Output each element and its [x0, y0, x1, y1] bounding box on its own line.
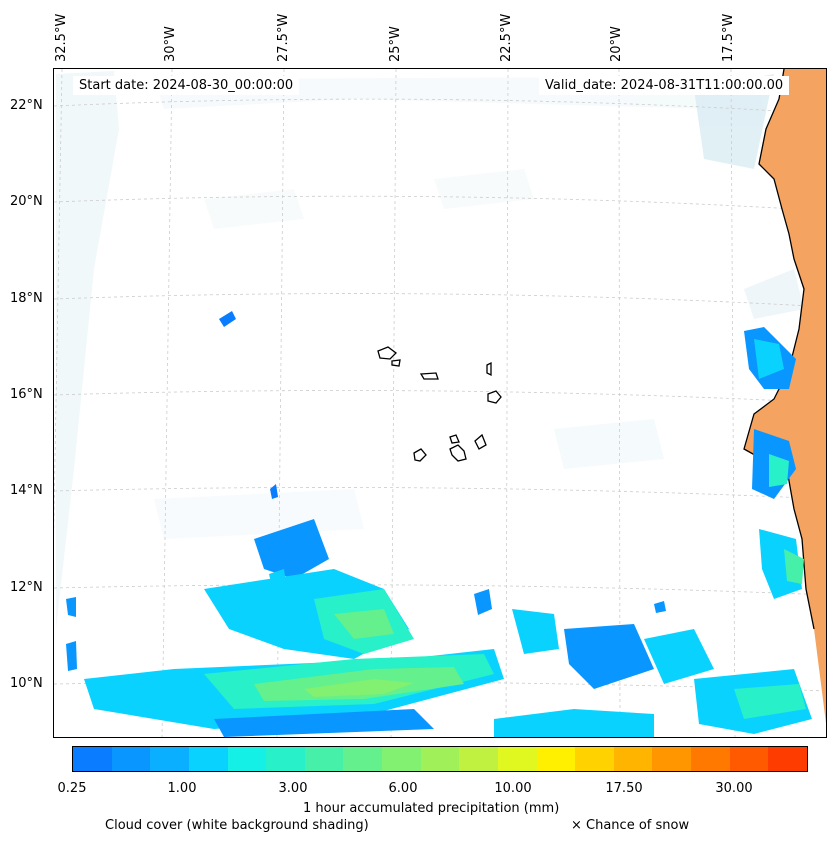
colorbar-segment: [227, 747, 267, 771]
colorbar-segment: [575, 747, 614, 771]
colorbar-tick-1-00: 1.00: [167, 781, 197, 796]
africa-land: [744, 69, 826, 724]
precipitation-field: [66, 311, 812, 737]
colorbar-segment: [536, 747, 576, 771]
colorbar-segment: [188, 747, 228, 771]
lat-label-20n: 20°N: [10, 194, 43, 209]
africa-coastline: [743, 69, 815, 630]
lat-label-10n: 10°N: [10, 676, 43, 691]
colorbar-segment: [420, 747, 460, 771]
snow-legend: × Chance of snow: [571, 818, 690, 833]
colorbar-segment: [304, 747, 344, 771]
lon-label-32-5w: 32.5°W: [54, 13, 69, 62]
colorbar-segment: [652, 747, 691, 771]
colorbar-segment: [613, 747, 653, 771]
colorbar-segment: [497, 747, 537, 771]
colorbar-tick-30-00: 30.00: [715, 781, 753, 796]
cloud-cover-legend: Cloud cover (white background shading): [105, 818, 369, 833]
colorbar-segment: [382, 747, 421, 771]
cape-verde-islands: [377, 346, 502, 462]
colorbar-segment: [73, 747, 112, 771]
lat-label-16n: 16°N: [10, 387, 43, 402]
colorbar-segment: [729, 747, 769, 771]
colorbar-tick-6-00: 6.00: [388, 781, 418, 796]
colorbar-segment: [343, 747, 382, 771]
lat-label-14n: 14°N: [10, 483, 43, 498]
start-date-label: Start date: 2024-08-30_00:00:00: [73, 76, 300, 95]
lat-label-18n: 18°N: [10, 291, 43, 306]
colorbar-tick-17-50: 17.50: [605, 781, 643, 796]
colorbar-segment: [266, 747, 305, 771]
colorbar-tick-10-00: 10.00: [494, 781, 532, 796]
colorbar-segment: [768, 747, 807, 771]
colorbar-tick-3-00: 3.00: [278, 781, 308, 796]
lon-label-17-5w: 17.5°W: [721, 13, 736, 62]
map-panel: [53, 68, 827, 738]
colorbar-tick-0-25: 0.25: [57, 781, 87, 796]
gridlines: [54, 69, 826, 737]
lat-label-22n: 22°N: [10, 98, 43, 113]
lon-label-27-5w: 27.5°W: [276, 13, 291, 62]
lon-label-22-5w: 22.5°W: [499, 13, 514, 62]
lon-label-30w: 30°W: [163, 26, 178, 62]
valid-date-label: Valid_date: 2024-08-31T11:00:00.00: [539, 76, 790, 95]
precipitation-colorbar: [72, 746, 808, 772]
colorbar-segment: [691, 747, 730, 771]
lon-label-25w: 25°W: [388, 26, 403, 62]
colorbar-label: 1 hour accumulated precipitation (mm): [303, 801, 560, 816]
map-canvas: [54, 69, 826, 737]
cloud-cover-shading: [56, 71, 804, 629]
lon-label-20w: 20°W: [609, 26, 624, 62]
colorbar-segment: [150, 747, 189, 771]
lat-label-12n: 12°N: [10, 580, 43, 595]
colorbar-segment: [111, 747, 151, 771]
colorbar-segment: [459, 747, 498, 771]
